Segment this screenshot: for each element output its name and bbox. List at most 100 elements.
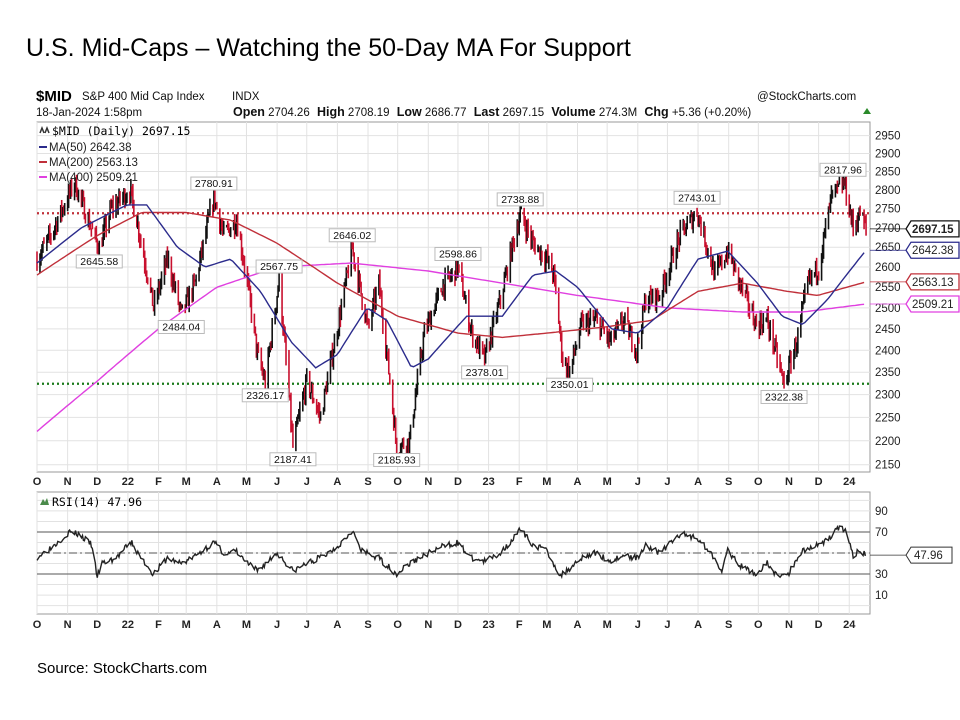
rsi-y-tick-label: 30: [875, 569, 888, 581]
annotation-box: [190, 176, 238, 191]
rsi-x-tick-label: F: [155, 619, 162, 631]
rsi-x-tick-label: D: [93, 619, 101, 631]
x-tick-label: J: [635, 476, 641, 488]
rsi-x-tick-label: O: [33, 619, 42, 631]
value-tag-label: 2642.38: [912, 245, 954, 257]
rsi-icon: [40, 498, 49, 505]
y-tick-label: 2150: [875, 460, 901, 472]
x-tick-label: O: [754, 476, 763, 488]
value-tag-label: 2697.15: [912, 224, 954, 236]
annotation-box: [157, 319, 205, 334]
annotation-box: [255, 259, 303, 274]
y-tick-label: 2600: [875, 262, 901, 274]
annotation-box: [373, 452, 421, 467]
annotation-box: [546, 377, 594, 392]
rsi-x-tick-label: 23: [482, 619, 494, 631]
source-note: Source: StockCharts.com: [37, 660, 208, 677]
price-annotation: 2817.96: [824, 164, 862, 176]
datetime: 18-Jan-2024 1:58pm: [36, 107, 142, 119]
x-tick-label: M: [242, 476, 251, 488]
y-tick-label: 2250: [875, 412, 901, 424]
x-tick-label: N: [424, 476, 432, 488]
legend-price: $MID (Daily) 2697.15: [52, 124, 190, 138]
x-tick-label: M: [182, 476, 191, 488]
rsi-y-tick-label: 70: [875, 527, 888, 539]
rsi-value-tag: [905, 546, 953, 564]
y-tick-label: 2400: [875, 345, 901, 357]
x-tick-label: F: [516, 476, 523, 488]
value-tag: [905, 273, 960, 291]
rsi-x-tick-label: J: [664, 619, 670, 631]
price-annotation: 2645.58: [80, 256, 118, 268]
y-tick-label: 2550: [875, 282, 901, 294]
rsi-x-tick-label: D: [454, 619, 462, 631]
x-tick-label: 24: [843, 476, 856, 488]
annotation-box: [241, 388, 289, 403]
value-tag-label: 2563.13: [912, 277, 954, 289]
rsi-x-tick-label: M: [182, 619, 191, 631]
annotation-box: [496, 192, 544, 207]
slide-title: U.S. Mid-Caps – Watching the 50-Day MA F…: [26, 34, 631, 62]
exchange: INDX: [232, 91, 260, 103]
x-tick-label: M: [603, 476, 612, 488]
price-annotation: 2185.93: [378, 454, 416, 466]
x-tick-label: J: [304, 476, 310, 488]
y-tick-label: 2300: [875, 390, 901, 402]
rsi-x-tick-label: M: [242, 619, 251, 631]
watermark: @StockCharts.com: [757, 91, 856, 103]
price-annotation: 2350.01: [551, 379, 589, 391]
x-tick-label: A: [694, 476, 702, 488]
annotation-box: [328, 228, 376, 243]
y-tick-label: 2800: [875, 185, 901, 197]
rsi-line: [36, 524, 867, 580]
value-tag-label: 2509.21: [912, 299, 954, 311]
rsi-y-tick-label: 10: [875, 590, 888, 602]
x-tick-label: F: [155, 476, 162, 488]
rsi-x-tick-label: J: [274, 619, 280, 631]
x-tick-label: N: [64, 476, 72, 488]
price-annotation: 2322.38: [765, 391, 803, 403]
y-tick-label: 2650: [875, 242, 901, 254]
x-tick-label: J: [274, 476, 280, 488]
x-tick-label: A: [333, 476, 341, 488]
price-annotation: 2484.04: [162, 321, 200, 333]
rsi-x-tick-label: A: [333, 619, 341, 631]
legend-ma400: MA(400) 2509.21: [49, 172, 138, 184]
price-annotation: 2738.88: [501, 194, 539, 206]
ohlc-summary: Open 2704.26 High 2708.19 Low 2686.77 La…: [233, 105, 751, 119]
rsi-x-tick-label: 24: [843, 619, 856, 631]
rsi-x-tick-label: S: [364, 619, 371, 631]
rsi-x-tick-label: O: [754, 619, 763, 631]
rsi-x-tick-label: A: [213, 619, 221, 631]
annotation-box: [673, 190, 721, 205]
x-tick-label: D: [815, 476, 823, 488]
ma50-line: [36, 204, 865, 369]
legend-ma50: MA(50) 2642.38: [49, 142, 131, 154]
rsi-x-tick-label: J: [635, 619, 641, 631]
x-tick-label: S: [364, 476, 371, 488]
annotation-box: [461, 365, 509, 380]
ma400-line: [36, 262, 865, 432]
annotation-box: [269, 452, 317, 467]
x-tick-label: S: [725, 476, 732, 488]
rsi-x-tick-label: O: [393, 619, 402, 631]
annotation-box: [75, 254, 123, 269]
y-tick-label: 2750: [875, 204, 901, 216]
y-tick-label: 2900: [875, 148, 901, 160]
annotation-box: [819, 162, 867, 177]
rsi-x-tick-label: J: [304, 619, 310, 631]
y-tick-label: 2950: [875, 131, 901, 143]
value-tag: [905, 220, 960, 238]
x-tick-label: J: [664, 476, 670, 488]
x-tick-label: O: [33, 476, 42, 488]
x-tick-label: M: [542, 476, 551, 488]
x-tick-label: D: [454, 476, 462, 488]
price-panel-frame: [36, 121, 871, 473]
ohlc-icon: [39, 125, 50, 134]
y-tick-label: 2850: [875, 167, 901, 179]
rsi-x-tick-label: N: [785, 619, 793, 631]
price-annotation: 2567.75: [260, 261, 298, 273]
x-tick-label: O: [393, 476, 402, 488]
price-annotation: 2743.01: [678, 192, 716, 204]
